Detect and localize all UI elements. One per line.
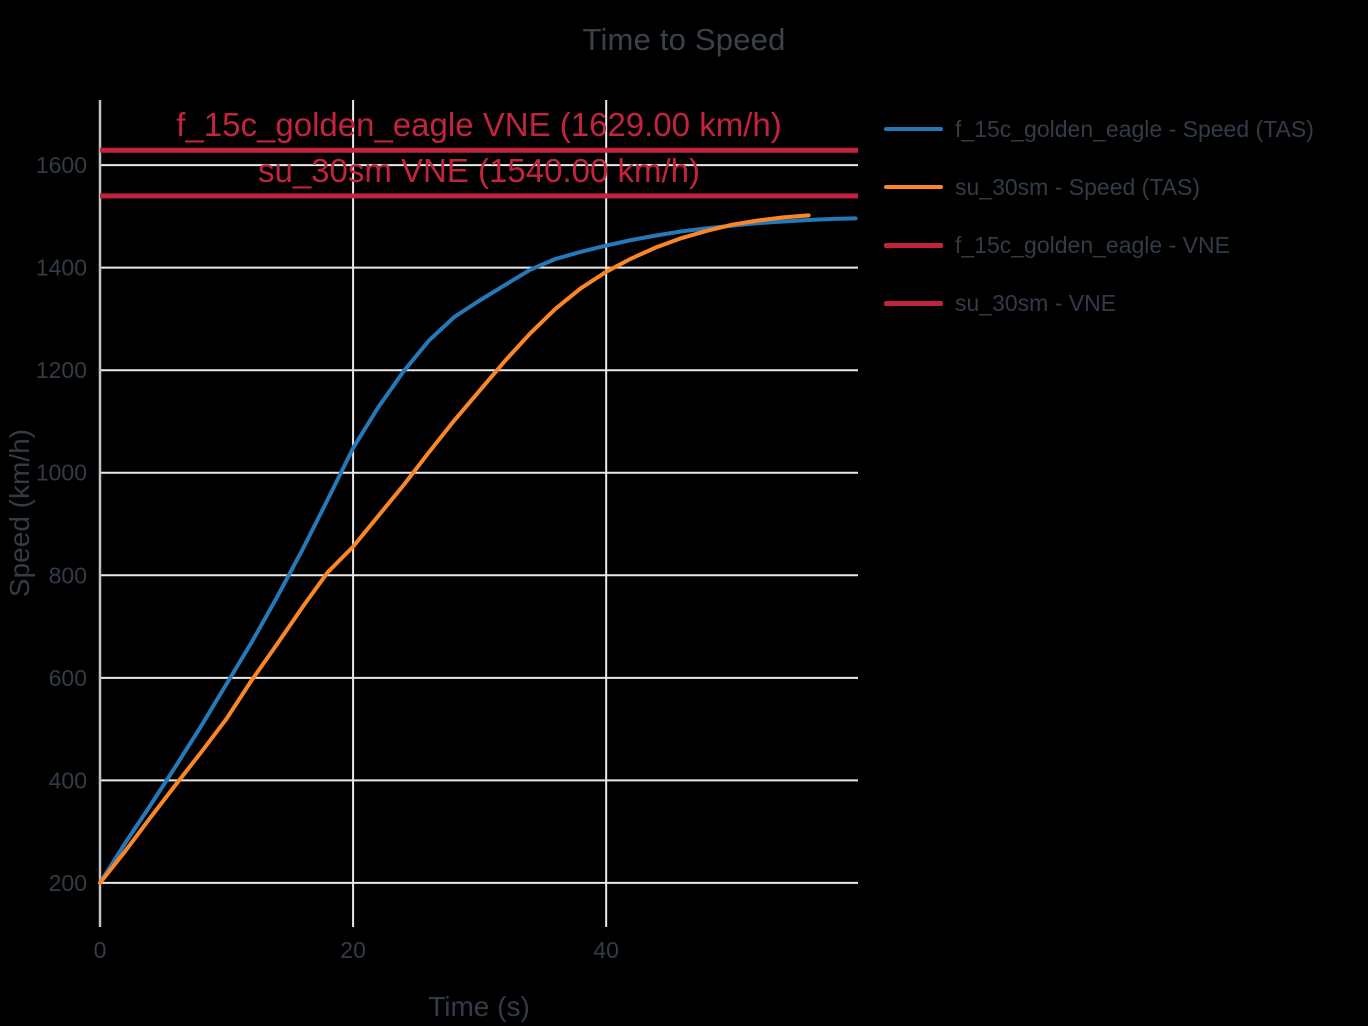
legend-item-1[interactable]: su_30sm - Speed (TAS) [884,158,1314,216]
y-tick-label: 400 [49,767,87,793]
legend-item-label: f_15c_golden_eagle - VNE [955,231,1230,258]
legend-item-2[interactable]: f_15c_golden_eagle - VNE [884,216,1314,274]
legend-swatch-line [884,127,943,131]
legend-swatch-line [884,300,943,306]
legend-swatch-line [884,185,943,189]
x-tick-label: 40 [593,937,619,963]
y-tick-label: 800 [49,562,87,588]
legend-item-0[interactable]: f_15c_golden_eagle - Speed (TAS) [884,100,1314,158]
legend: f_15c_golden_eagle - Speed (TAS) su_30sm … [884,100,1314,332]
y-tick-label: 1400 [36,255,87,281]
legend-item-label: f_15c_golden_eagle - Speed (TAS) [955,115,1314,142]
legend-item-label: su_30sm - Speed (TAS) [955,173,1201,200]
legend-item-label: su_30sm - VNE [955,289,1117,316]
y-tick-label: 600 [49,665,87,691]
legend-item-3[interactable]: su_30sm - VNE [884,274,1314,332]
series-line-1 [98,213,811,885]
y-tick-label: 200 [49,870,87,896]
vne-annotation-label-1: su_30sm VNE (1540.00 km/h) [257,151,701,189]
y-tick-label: 1000 [36,460,87,486]
legend-swatch-line [884,242,943,248]
y-tick-label: 1200 [36,357,87,383]
x-tick-label: 0 [94,937,107,963]
y-tick-label: 1600 [36,152,87,178]
y-axis-title-wrap: Speed (km/h) [4,0,36,1026]
chart-title: Time to Speed [582,22,786,57]
y-axis-title: Speed (km/h) [4,428,35,598]
vne-annotation-label-0: f_15c_golden_eagle VNE (1629.00 km/h) [176,106,782,144]
x-axis-title: Time (s) [428,991,530,1022]
series-line-0 [98,216,858,885]
x-tick-label: 20 [340,937,366,963]
